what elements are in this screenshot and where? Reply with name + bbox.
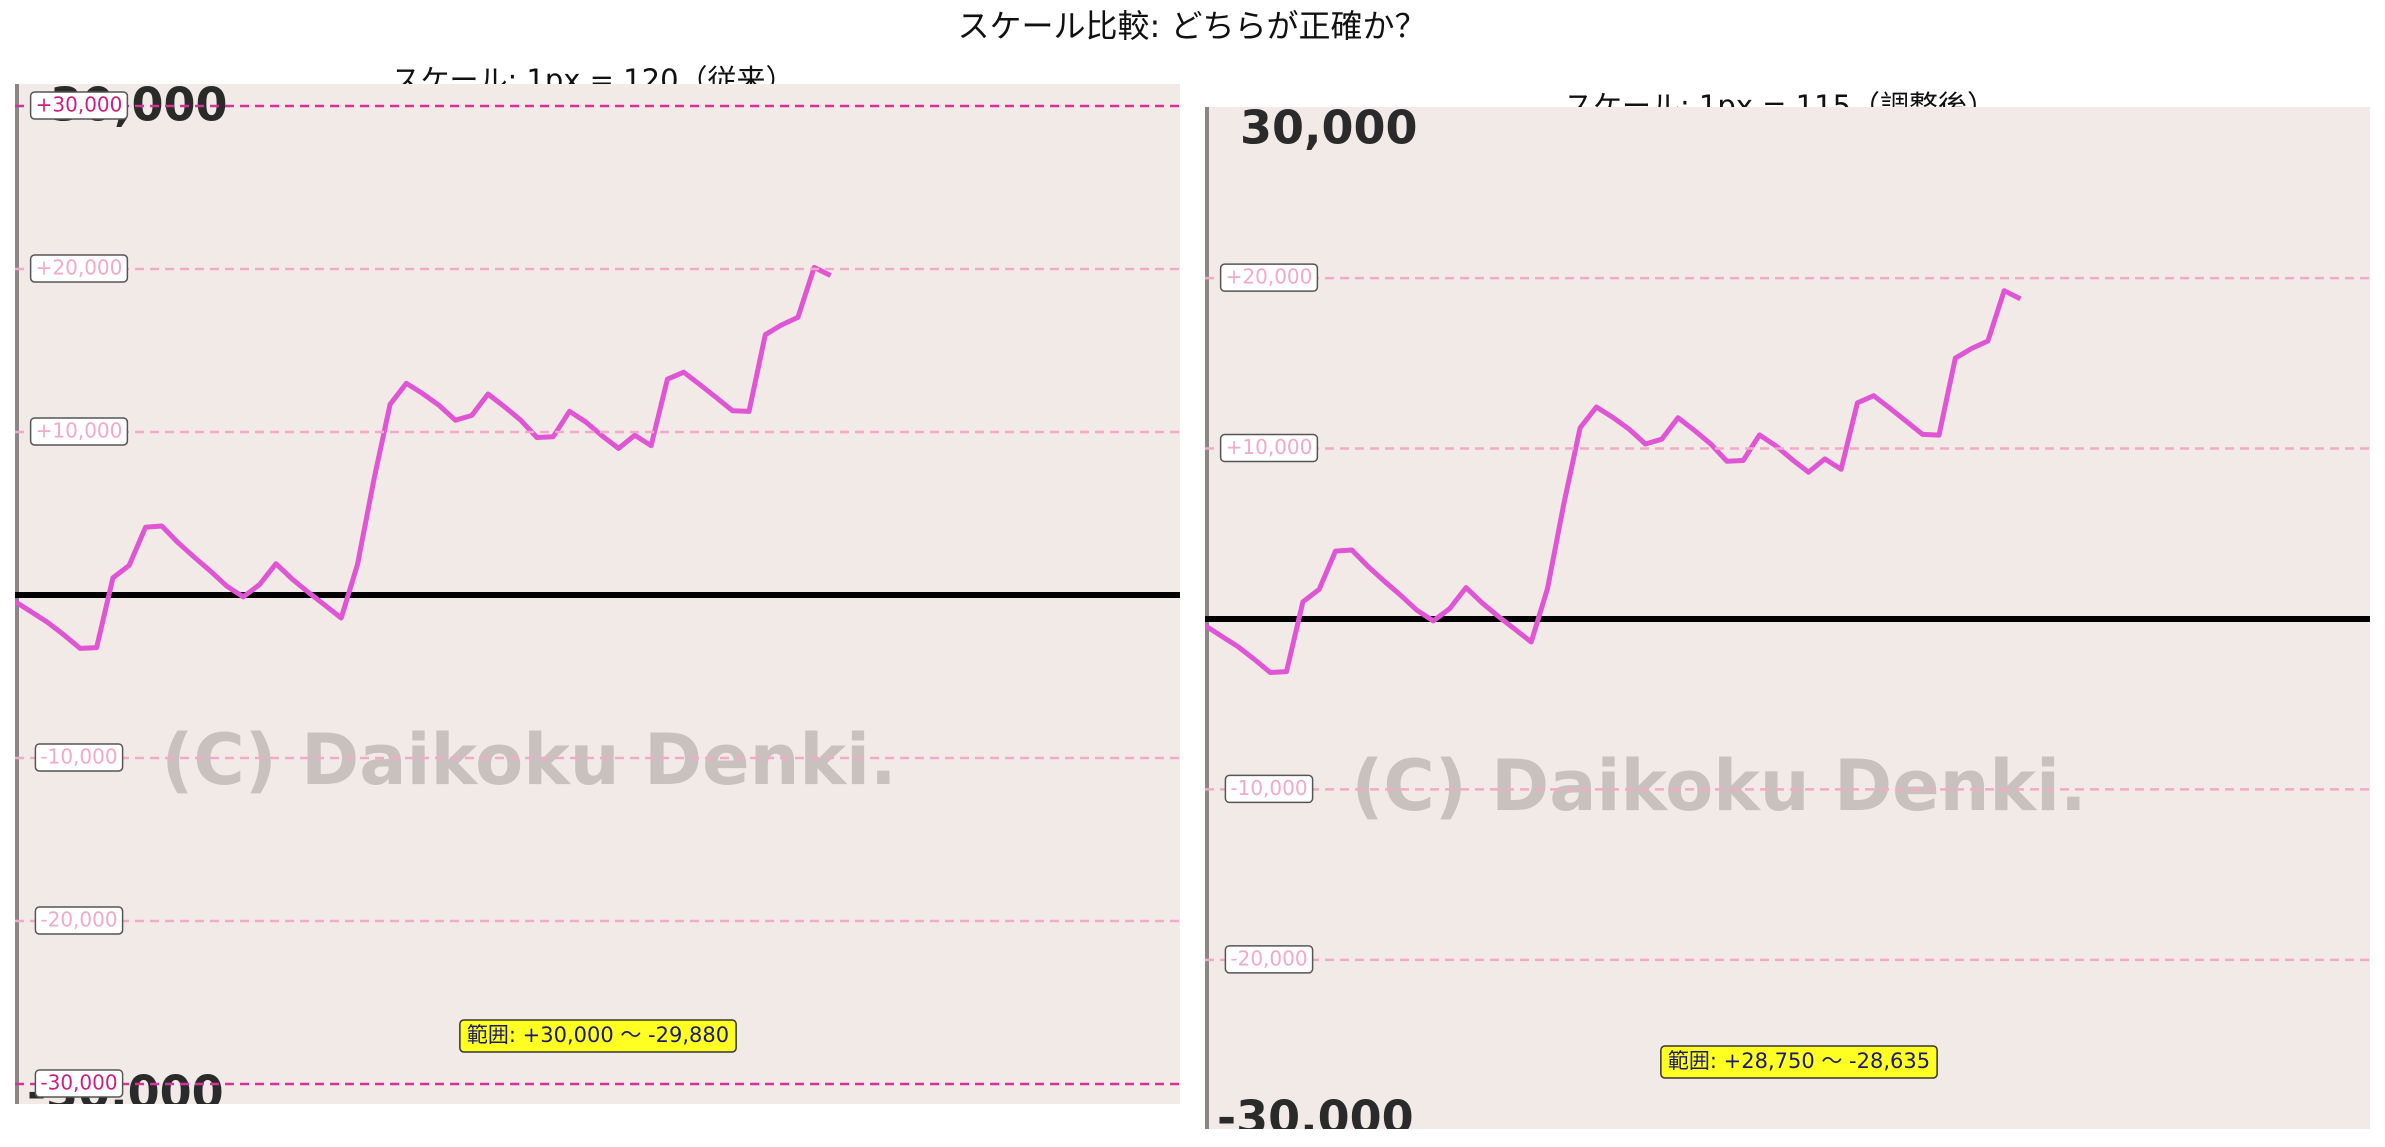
range-box [459, 1019, 737, 1053]
screenshot-label: 30,000 [1240, 101, 1418, 155]
watermark: (C) Daikoku Denki. [1351, 745, 2086, 827]
screenshot: 30,000-30,000(C) Daikoku Denki. [15, 84, 1180, 1104]
tick-label-box [29, 254, 129, 283]
y-tick: +20,000 [1219, 263, 1319, 292]
y-tick-label: -10,000 [1230, 776, 1307, 800]
y-tick-label: -20,000 [40, 907, 117, 931]
tick-label-box [1219, 433, 1319, 463]
range-note: 範囲: +28,750 〜 -28,635 [1660, 1045, 1938, 1079]
y-tick: +20,000 [29, 254, 129, 283]
data-line [15, 264, 832, 651]
chart-panel: スケール: 1px = 115（調整後）30,000-30,000(C) Dai… [1205, 89, 2370, 1145]
y-tick: -20,000 [1224, 945, 1314, 974]
screenshot-label: -30,000 [1217, 1091, 1414, 1145]
y-tick: -10,000 [1224, 774, 1314, 804]
tick-label-box [34, 906, 124, 935]
y-tick: +30,000 [29, 91, 129, 120]
tick-label-box [1224, 945, 1314, 974]
data-line [1205, 288, 2022, 675]
range-label: 範囲: +28,750 〜 -28,635 [1668, 1049, 1930, 1073]
y-tick-label: -30,000 [40, 1070, 117, 1094]
y-tick: +10,000 [29, 417, 129, 446]
range-box [1660, 1045, 1938, 1079]
y-tick: -20,000 [34, 906, 124, 935]
y-tick-label: -10,000 [40, 744, 117, 768]
watermark: (C) Daikoku Denki. [161, 719, 896, 801]
tick-label-box [34, 743, 124, 772]
y-tick-label: +20,000 [36, 255, 123, 279]
tick-label-box [1224, 774, 1314, 804]
screenshot: 30,000 -30,000 (C) Daikoku Denki. [1205, 101, 2370, 1145]
tick-label-box [34, 1069, 124, 1098]
y-tick-label: +10,000 [1226, 435, 1313, 459]
y-tick: -10,000 [34, 743, 124, 772]
y-tick: +10,000 [1219, 433, 1319, 463]
y-tick-label: +10,000 [36, 418, 123, 442]
figure-title: スケール比較: どちらが正確か？ [958, 7, 1427, 45]
y-tick-label: +30,000 [36, 93, 123, 117]
y-tick: -30,000 [34, 1069, 124, 1098]
range-label: 範囲: +30,000 〜 -29,880 [467, 1023, 729, 1047]
range-note: 範囲: +30,000 〜 -29,880 [459, 1019, 737, 1053]
chart-panel: スケール: 1px = 120（従来）30,000-30,000(C) Daik… [15, 63, 1180, 1104]
tick-label-box [1219, 263, 1319, 292]
tick-label-box [29, 91, 129, 120]
y-tick-label: -20,000 [1230, 946, 1307, 970]
tick-label-box [29, 417, 129, 446]
y-tick-label: +20,000 [1226, 265, 1313, 289]
